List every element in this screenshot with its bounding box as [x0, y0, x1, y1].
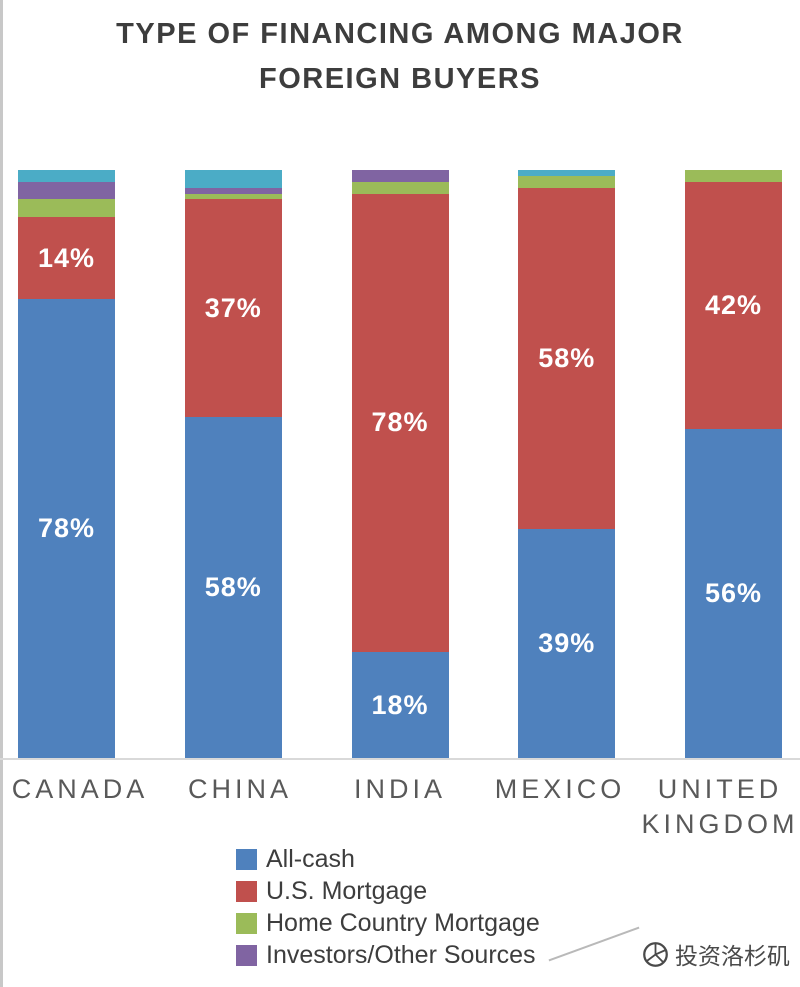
bar-segment-all-cash: 78%	[18, 299, 115, 758]
bar-value-label: 78%	[371, 407, 429, 438]
bar-segment-home-country-mortgage	[18, 199, 115, 218]
category-label-mexico: MEXICO	[494, 774, 626, 804]
bar-segment-investors-other-sources	[18, 181, 115, 200]
bar-value-label: 37%	[204, 292, 262, 323]
bar-segment-home-country-mortgage	[351, 181, 449, 194]
page-left-border	[0, 0, 3, 987]
legend-item-u-s-mortgage: U.S. Mortgage	[236, 877, 540, 906]
category-axis: CANADA CHINA INDIA MEXICO UNITED KINGDOM	[0, 772, 800, 842]
bar-mexico: 39% 58%	[518, 170, 616, 758]
bar-china: 58% 37%	[184, 170, 282, 758]
bar-segment-u-s-mortgage: 37%	[184, 199, 282, 417]
legend-swatch-icon	[236, 945, 257, 966]
bar-value-label: 18%	[371, 689, 429, 720]
bar-canada: 78% 14%	[18, 170, 115, 758]
plot-area: 78% 14% 58% 37% 18% 78% 39% 58% 56% 42%	[0, 170, 800, 760]
legend-item-home-country-mortgage: Home Country Mortgage	[236, 909, 540, 938]
legend-label: All-cash	[266, 845, 355, 873]
legend-label: Investors/Other Sources	[266, 941, 536, 969]
bar-segment-u-s-mortgage: 14%	[18, 217, 115, 300]
bar-value-label: 14%	[37, 242, 96, 273]
bar-india: 18% 78%	[351, 170, 449, 758]
legend-swatch-icon	[236, 913, 257, 934]
legend: All-cash U.S. Mortgage Home Country Mortga…	[236, 845, 540, 970]
bar-segment-u-s-mortgage: 78%	[351, 193, 449, 653]
bar-segment-home-country-mortgage	[518, 175, 616, 188]
category-label-united-kingdom: UNITED KINGDOM	[641, 774, 799, 840]
watermark: 投资洛杉矶	[642, 937, 790, 971]
legend-label: Home Country Mortgage	[266, 909, 540, 937]
bar-segment-home-country-mortgage	[685, 170, 782, 182]
watermark-text: 投资洛杉矶	[675, 943, 790, 969]
bar-segment-u-s-mortgage: 58%	[518, 187, 616, 529]
legend-item-investors-other-sources: Investors/Other Sources	[236, 941, 540, 970]
bar-segment-all-cash: 39%	[518, 528, 616, 758]
legend-label: U.S. Mortgage	[266, 877, 428, 905]
watermark-diagonal-line	[548, 926, 640, 962]
bar-segment-all-cash: 56%	[685, 428, 782, 758]
bar-segment-investors-other-sources	[351, 170, 449, 182]
chart-title: TYPE OF FINANCING AMONG MAJOR FOREIGN BU…	[116, 18, 684, 95]
category-label-india: INDIA	[353, 774, 446, 804]
watermark-logo-icon	[643, 941, 668, 967]
bar-segment-investors-other-sources	[184, 187, 282, 194]
bar-united-kingdom: 56% 42%	[685, 170, 782, 758]
legend-item-all-cash: All-cash	[236, 845, 540, 874]
bar-value-label: 78%	[37, 513, 96, 544]
bar-value-label: 58%	[204, 571, 262, 602]
bar-segment-home-country-mortgage	[184, 193, 282, 200]
bar-segment-all-cash: 58%	[184, 416, 282, 758]
category-label-china: CHINA	[187, 774, 292, 804]
bar-segment-unlabeled	[184, 170, 282, 188]
bar-value-label: 42%	[704, 289, 763, 320]
category-label-canada: CANADA	[11, 774, 149, 804]
legend-swatch-icon	[236, 881, 257, 902]
bar-segment-all-cash: 18%	[351, 652, 449, 758]
bar-value-label: 56%	[704, 577, 763, 608]
bar-value-label: 39%	[538, 627, 596, 658]
bar-segment-u-s-mortgage: 42%	[685, 181, 782, 429]
bar-segment-unlabeled	[518, 170, 616, 176]
legend-swatch-icon	[236, 849, 257, 870]
bar-segment-unlabeled	[18, 170, 115, 182]
bar-value-label: 58%	[538, 342, 596, 373]
